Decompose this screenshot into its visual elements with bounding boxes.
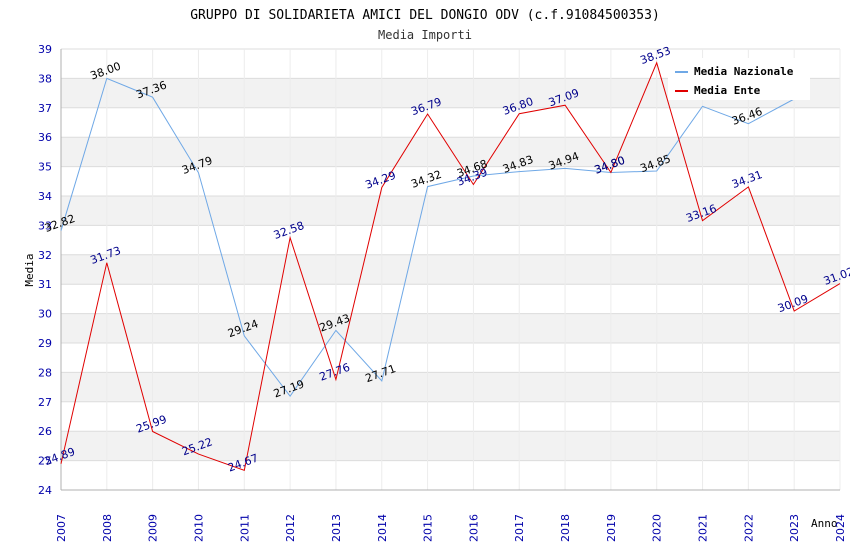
data-label: 34.29 (364, 169, 398, 192)
grid-band (61, 313, 840, 343)
grid-band (61, 137, 840, 167)
y-tick-label: 27 (38, 396, 52, 409)
y-tick-label: 39 (38, 43, 52, 56)
x-axis-ticks: 2007 2008 2009 2010 2011 2012 2013 2014 2015 2016… (55, 514, 847, 542)
background-bands (61, 78, 840, 461)
y-tick-label: 34 (38, 190, 52, 203)
x-axis-label: Anno (811, 517, 838, 530)
x-tick-label: 2018 (559, 514, 572, 542)
y-tick-label: 31 (38, 278, 52, 291)
y-tick-label: 32 (38, 249, 52, 262)
grid-band (61, 431, 840, 461)
x-tick-label: 2020 (651, 514, 664, 542)
data-label: 24.89 (43, 445, 77, 468)
y-tick-label: 24 (38, 484, 52, 497)
x-tick-label: 2023 (788, 514, 801, 542)
series-lines (60, 61, 841, 471)
legend: Media Nazionale Media Ente (668, 58, 810, 100)
axes (60, 49, 840, 491)
grid-band (61, 196, 840, 226)
data-label: 34.32 (409, 168, 443, 191)
data-label: 38.53 (638, 44, 672, 67)
data-label: 36.46 (730, 105, 764, 128)
grid-band (61, 372, 840, 402)
legend-label-media-nazionale: Media Nazionale (694, 65, 794, 78)
data-label: 32.82 (43, 212, 77, 235)
y-tick-label: 38 (38, 72, 52, 85)
y-axis-label: Media (23, 253, 36, 286)
y-tick-label: 26 (38, 425, 52, 438)
y-tick-label: 28 (38, 366, 52, 379)
x-tick-label: 2013 (330, 514, 343, 542)
x-tick-label: 2016 (467, 514, 480, 542)
y-tick-label: 30 (38, 308, 52, 321)
x-tick-label: 2015 (422, 514, 435, 542)
x-tick-label: 2021 (697, 514, 710, 542)
y-tick-label: 33 (38, 219, 52, 232)
x-tick-label: 2024 (834, 514, 847, 542)
y-tick-label: 25 (38, 455, 52, 468)
x-tick-label: 2009 (147, 514, 160, 542)
chart-title: GRUPPO DI SOLIDARIETA AMICI DEL DONGIO O… (190, 8, 660, 23)
x-tick-label: 2014 (376, 514, 389, 542)
x-tick-label: 2022 (742, 514, 755, 542)
data-label: 30.09 (776, 292, 810, 315)
x-tick-label: 2007 (55, 514, 68, 542)
x-tick-label: 2012 (284, 514, 297, 542)
x-tick-label: 2008 (101, 514, 114, 542)
series-line-1 (60, 61, 841, 471)
x-tick-label: 2019 (605, 514, 618, 542)
y-tick-label: 29 (38, 337, 52, 350)
y-tick-label: 35 (38, 161, 52, 174)
chart-subtitle: Media Importi (378, 28, 472, 42)
legend-label-media-ente: Media Ente (694, 84, 761, 97)
x-tick-label: 2010 (192, 514, 205, 542)
x-tick-label: 2011 (238, 514, 251, 542)
grid-band (61, 254, 840, 285)
series-line-0 (60, 77, 795, 398)
gridlines (60, 48, 841, 491)
y-axis-ticks: 24 25 26 27 28 29 30 31 32 33 34 35 36 37 38 39 (38, 43, 52, 497)
x-tick-label: 2017 (513, 514, 526, 542)
legend-background (668, 58, 810, 100)
y-tick-label: 37 (38, 102, 52, 115)
y-tick-label: 36 (38, 131, 52, 144)
